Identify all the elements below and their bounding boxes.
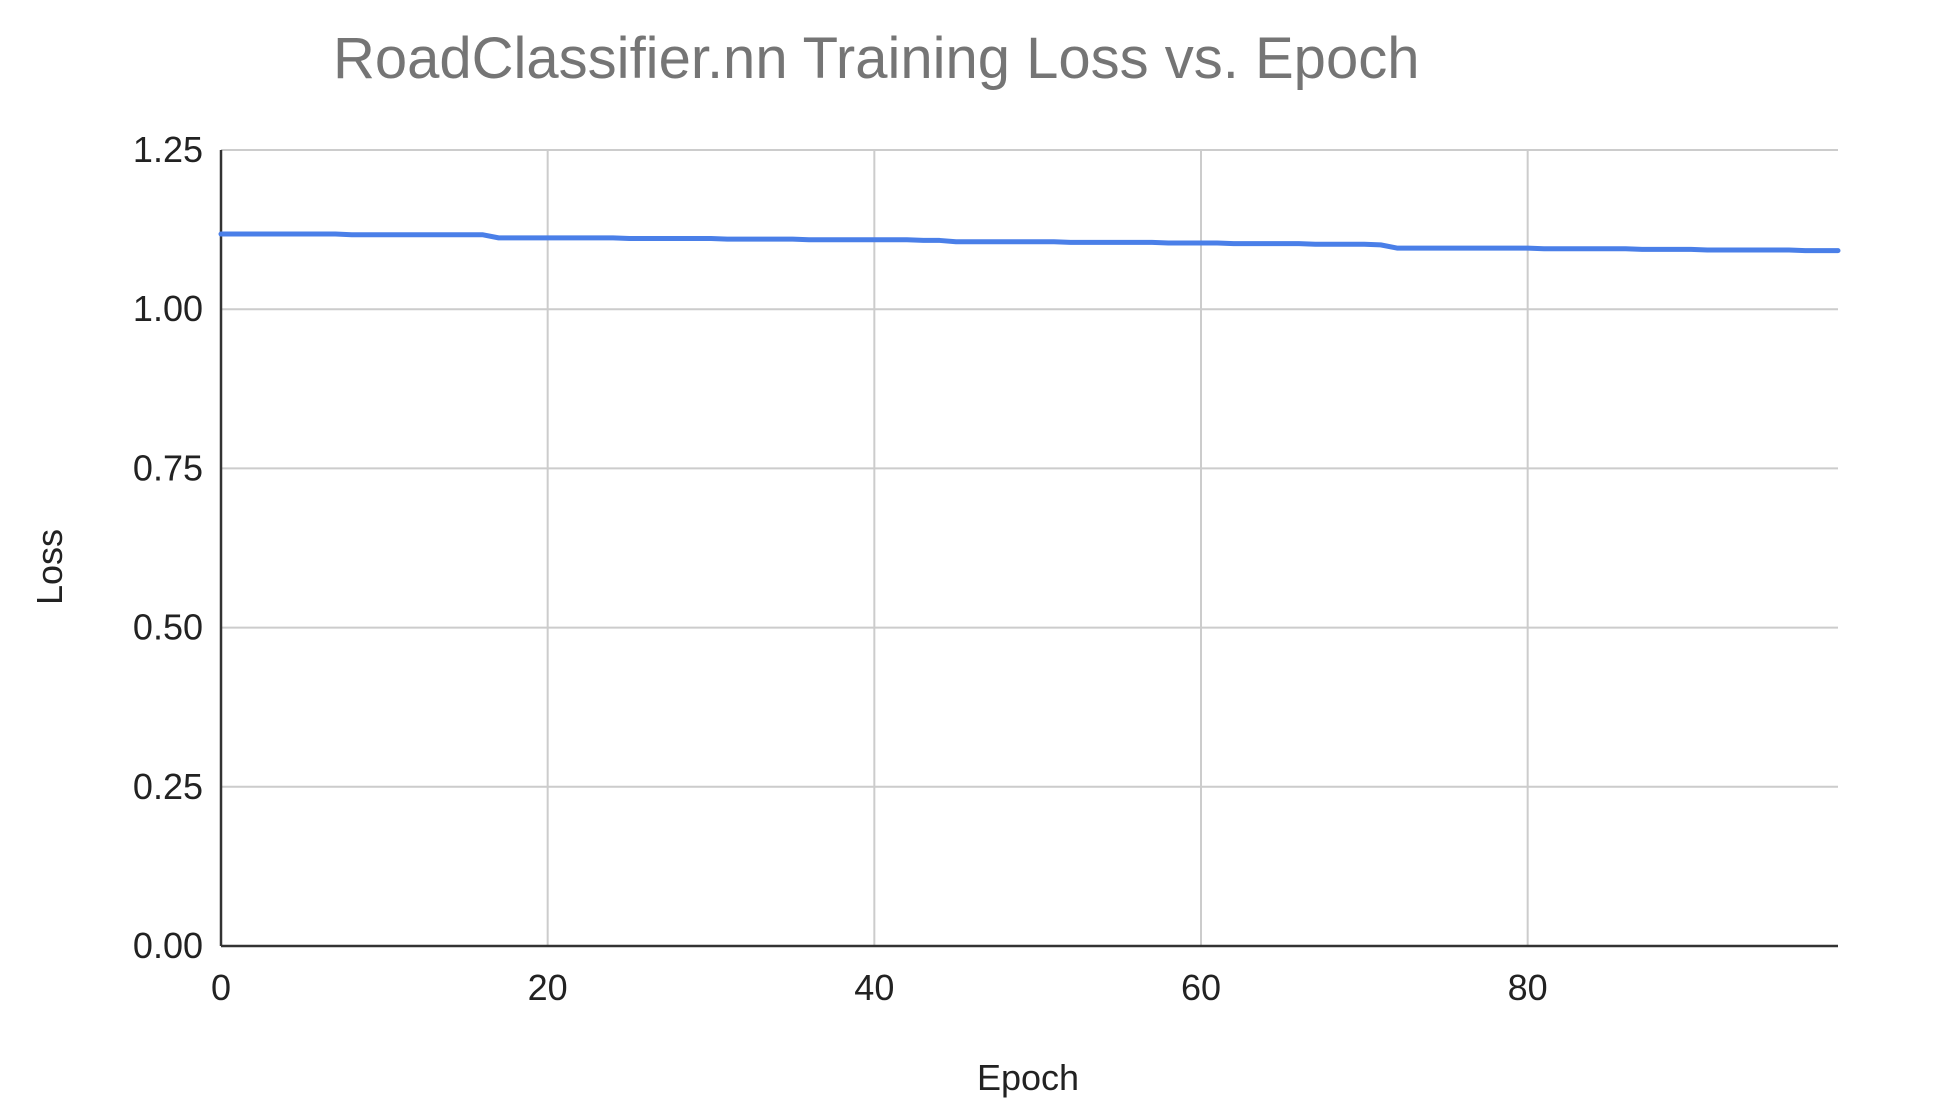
x-axis-title: Epoch	[977, 1057, 1079, 1098]
x-tick-label: 40	[854, 967, 894, 1008]
y-tick-label: 0.50	[133, 607, 203, 648]
x-tick-label: 20	[528, 967, 568, 1008]
y-tick-label: 1.00	[133, 288, 203, 329]
y-tick-label: 0.75	[133, 447, 203, 488]
x-tick-label: 60	[1181, 967, 1221, 1008]
series-lines	[218, 231, 1841, 254]
gridlines	[221, 149, 1838, 946]
chart-title: RoadClassifier.nn Training Loss vs. Epoc…	[333, 26, 1419, 91]
y-axis-ticks: 0.00 0.25 0.50 0.75 1.00 1.25	[133, 129, 203, 966]
y-tick-label: 0.25	[133, 766, 203, 807]
x-tick-label: 80	[1508, 967, 1548, 1008]
y-axis-title: Loss	[29, 529, 70, 605]
y-tick-label: 1.25	[133, 129, 203, 170]
x-axis-ticks: 0 20 40 60 80	[211, 967, 1548, 1008]
axes	[219, 150, 1838, 948]
x-tick-label: 0	[211, 967, 231, 1008]
loss-series-line	[218, 231, 1841, 254]
y-tick-label: 0.00	[133, 925, 203, 966]
